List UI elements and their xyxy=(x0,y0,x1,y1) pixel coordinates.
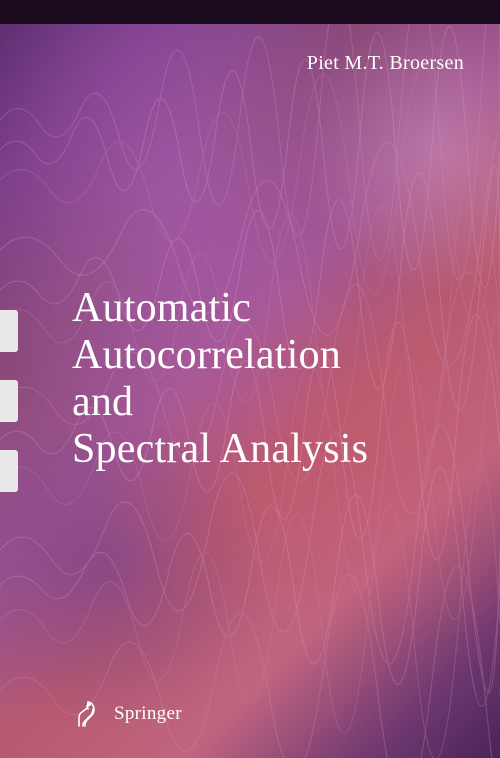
book-title: Automatic Autocorrelation and Spectral A… xyxy=(72,285,368,473)
springer-logo-icon xyxy=(72,698,104,730)
title-line-1: Automatic xyxy=(72,285,368,332)
title-line-4: Spectral Analysis xyxy=(72,426,368,473)
left-tab xyxy=(0,450,18,492)
left-edge-tabs xyxy=(0,310,18,520)
book-cover: Piet M.T. Broersen Automatic Autocorrela… xyxy=(0,0,500,758)
title-line-3: and xyxy=(72,379,368,426)
author-name: Piet M.T. Broersen xyxy=(307,52,464,75)
title-line-2: Autocorrelation xyxy=(72,332,368,379)
left-tab xyxy=(0,310,18,352)
publisher-name: Springer xyxy=(114,703,182,725)
top-dark-bar xyxy=(0,0,500,24)
publisher-block: Springer xyxy=(72,698,182,730)
left-tab xyxy=(0,380,18,422)
